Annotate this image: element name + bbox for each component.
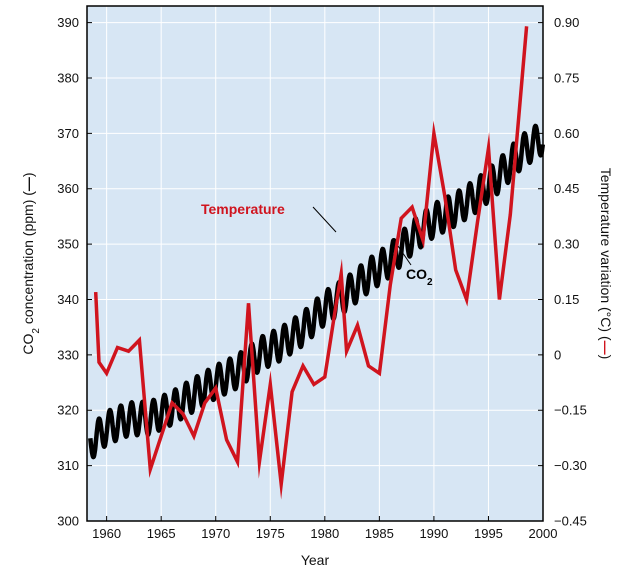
right-tick-label: 0.60: [554, 126, 579, 141]
left-axis-title-sub: 2: [31, 328, 42, 334]
left-tick-label: 370: [57, 126, 79, 141]
temperature-series: [93, 26, 529, 500]
x-tick-label: 1965: [147, 526, 176, 541]
plot-frame: [86, 5, 544, 522]
x-tick-label: 1970: [201, 526, 230, 541]
left-axis-legend-dash: —: [20, 177, 36, 191]
right-tick-label: 0.30: [554, 237, 579, 252]
x-tick-label: 1995: [474, 526, 503, 541]
co2-annotation-leader: [397, 245, 412, 266]
x-tick-label: 1990: [419, 526, 448, 541]
co2-series: [88, 123, 546, 460]
x-tick-label: 1985: [365, 526, 394, 541]
x-tick-label: 2000: [529, 526, 558, 541]
co2-line: [88, 123, 546, 460]
x-tick-label: 1975: [256, 526, 285, 541]
right-axis-legend-dash: —: [598, 341, 614, 355]
right-tick-label: 0.45: [554, 181, 579, 196]
right-axis-title-end: ): [598, 355, 614, 360]
right-axis-title: Temperature variation (°C) (—): [598, 168, 614, 360]
x-axis-title: Year: [301, 552, 330, 568]
right-axis-title-main: Temperature variation (°C) (: [598, 168, 614, 341]
left-tick-label: 350: [57, 237, 79, 252]
x-axis: 1960 1965 1970 1975 1980 1985 1990 1995 2000: [92, 516, 557, 541]
right-tick-label: −0.30: [554, 458, 587, 473]
left-axis-title-end: ): [20, 172, 36, 177]
left-axis-title-rest: concentration (ppm) (: [20, 191, 36, 328]
left-tick-label: 310: [57, 458, 79, 473]
left-axis-title: CO2 concentration (ppm) (—): [20, 172, 42, 354]
left-tick-label: 340: [57, 292, 79, 307]
x-tick-label: 1980: [310, 526, 339, 541]
right-tick-label: −0.45: [554, 514, 587, 529]
plot-background: [87, 6, 543, 521]
temperature-annotation: Temperature: [201, 201, 285, 217]
right-y-axis: 0.90 0.75 0.60 0.45 0.30 0.15 0 −0.15 −0.30 −0.45: [538, 15, 587, 529]
co2-annotation-sub: 2: [427, 277, 433, 288]
temperature-annotation-leader: [312, 206, 337, 233]
co2-annotation-main: CO: [406, 266, 427, 282]
right-tick-label: 0.75: [554, 70, 579, 85]
right-tick-label: 0.15: [554, 292, 579, 307]
left-axis-title-co: CO: [20, 333, 36, 354]
right-tick-label: 0: [554, 347, 561, 362]
left-y-axis: 300 310 320 330 340 350 360 370 380 390: [57, 15, 92, 529]
left-tick-label: 360: [57, 181, 79, 196]
right-tick-label: 0.90: [554, 15, 579, 30]
right-tick-label: −0.15: [554, 403, 587, 418]
left-tick-label: 320: [57, 403, 79, 418]
left-tick-label: 330: [57, 347, 79, 362]
co2-annotation: CO2: [406, 266, 433, 288]
left-tick-label: 380: [57, 70, 79, 85]
left-tick-label: 390: [57, 15, 79, 30]
left-tick-label: 300: [57, 514, 79, 529]
temperature-line: [93, 26, 529, 500]
x-tick-label: 1960: [92, 526, 121, 541]
